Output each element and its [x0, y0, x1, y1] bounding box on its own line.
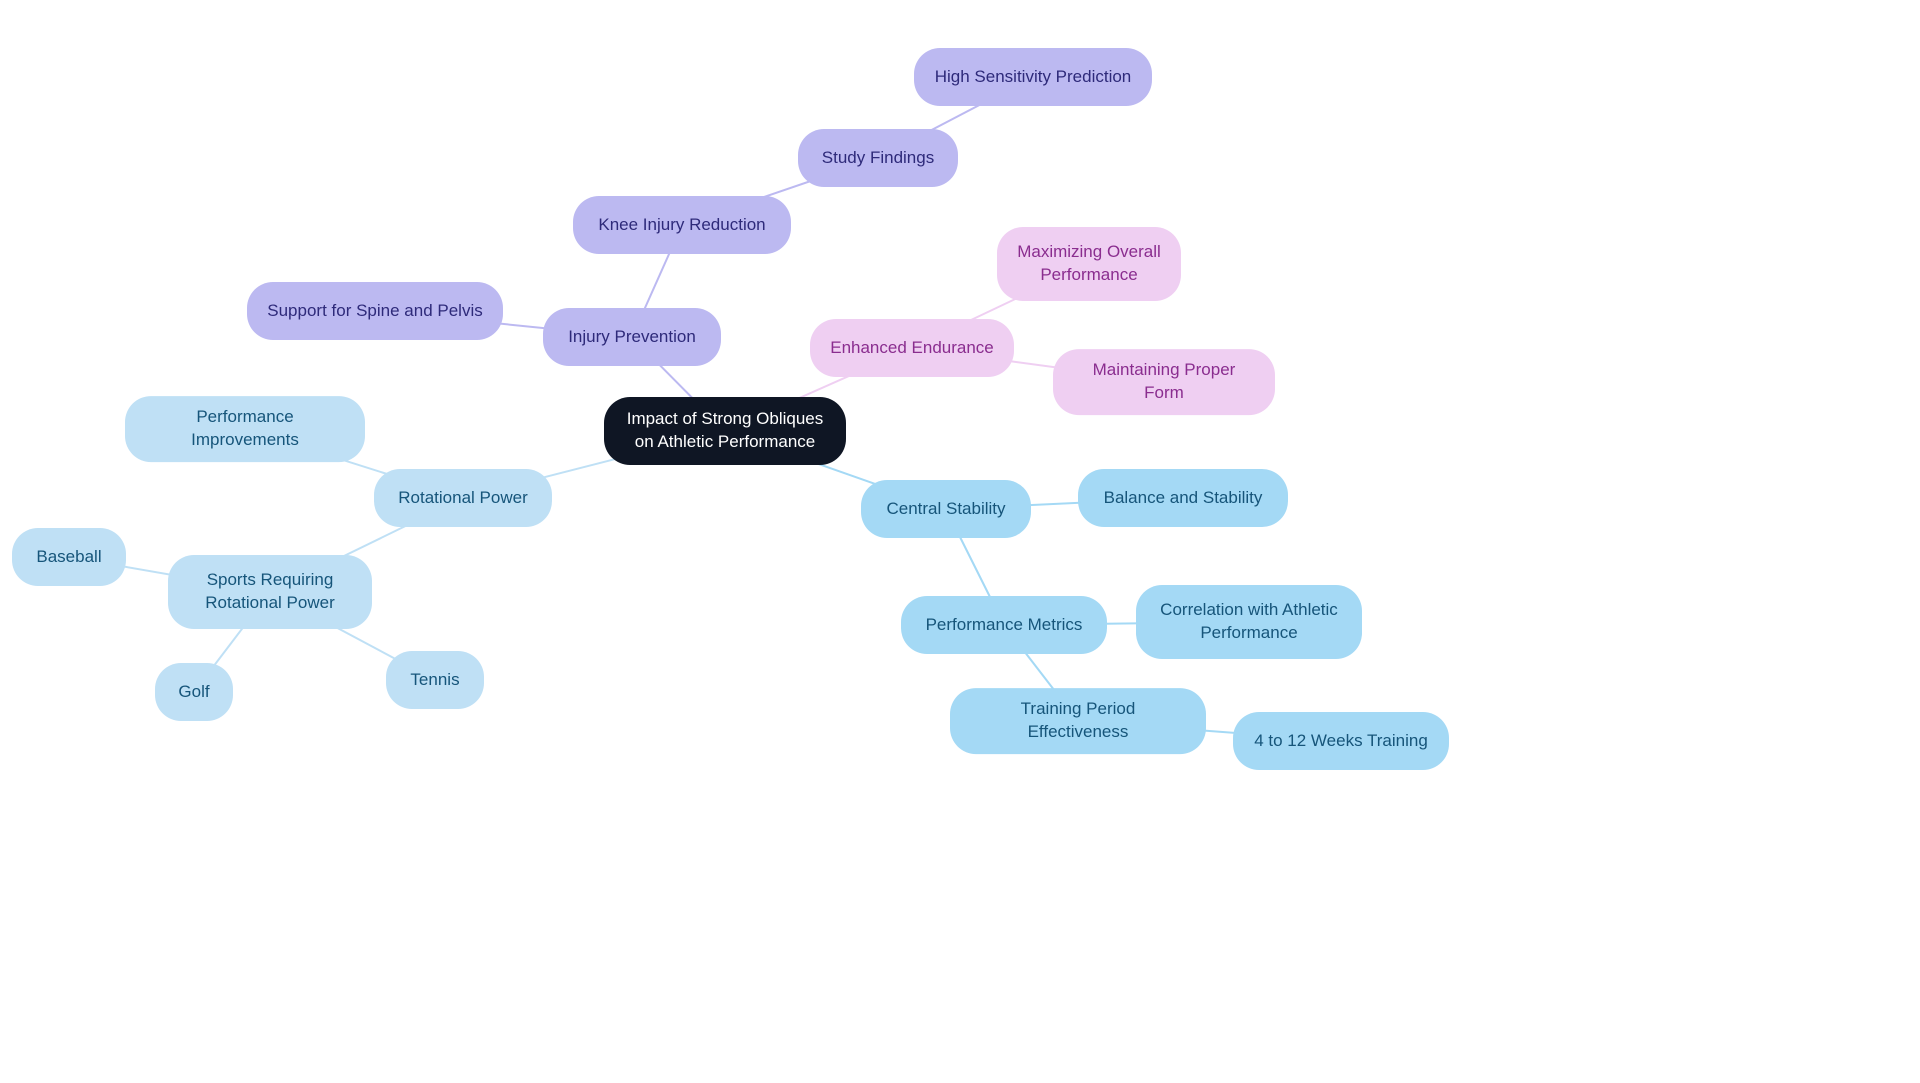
node-endurance[interactable]: Enhanced Endurance: [810, 319, 1014, 377]
node-balance[interactable]: Balance and Stability: [1078, 469, 1288, 527]
node-knee[interactable]: Knee Injury Reduction: [573, 196, 791, 254]
node-improv[interactable]: Performance Improvements: [125, 396, 365, 462]
node-weeks[interactable]: 4 to 12 Weeks Training: [1233, 712, 1449, 770]
node-injury[interactable]: Injury Prevention: [543, 308, 721, 366]
node-corr[interactable]: Correlation with Athletic Performance: [1136, 585, 1362, 659]
node-training[interactable]: Training Period Effectiveness: [950, 688, 1206, 754]
node-central[interactable]: Central Stability: [861, 480, 1031, 538]
node-form[interactable]: Maintaining Proper Form: [1053, 349, 1275, 415]
node-study[interactable]: Study Findings: [798, 129, 958, 187]
edge-layer: [0, 0, 1920, 1083]
node-golf[interactable]: Golf: [155, 663, 233, 721]
node-sensitivity[interactable]: High Sensitivity Prediction: [914, 48, 1152, 106]
node-baseball[interactable]: Baseball: [12, 528, 126, 586]
node-spine[interactable]: Support for Spine and Pelvis: [247, 282, 503, 340]
node-metrics[interactable]: Performance Metrics: [901, 596, 1107, 654]
node-sports[interactable]: Sports Requiring Rotational Power: [168, 555, 372, 629]
node-root[interactable]: Impact of Strong Obliques on Athletic Pe…: [604, 397, 846, 465]
node-rotational[interactable]: Rotational Power: [374, 469, 552, 527]
node-maximize[interactable]: Maximizing Overall Performance: [997, 227, 1181, 301]
node-tennis[interactable]: Tennis: [386, 651, 484, 709]
